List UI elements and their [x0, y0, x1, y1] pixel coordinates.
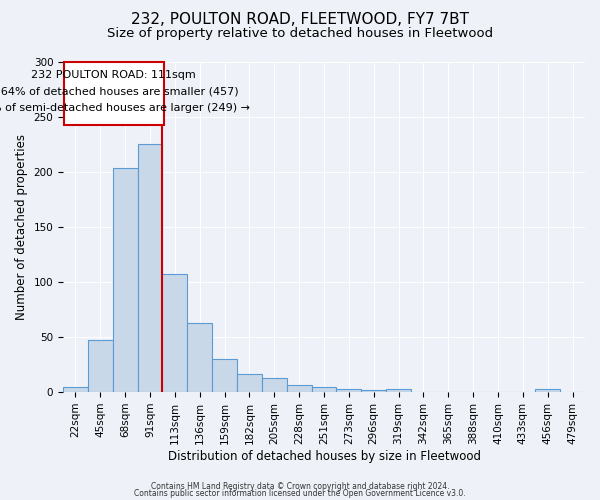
Bar — [361, 390, 386, 392]
Bar — [237, 374, 262, 392]
Text: Contains public sector information licensed under the Open Government Licence v3: Contains public sector information licen… — [134, 488, 466, 498]
Text: ← 64% of detached houses are smaller (457): ← 64% of detached houses are smaller (45… — [0, 87, 239, 97]
Bar — [535, 389, 560, 392]
Text: Size of property relative to detached houses in Fleetwood: Size of property relative to detached ho… — [107, 28, 493, 40]
Bar — [63, 386, 88, 392]
X-axis label: Distribution of detached houses by size in Fleetwood: Distribution of detached houses by size … — [167, 450, 481, 462]
Bar — [212, 359, 237, 392]
Text: 35% of semi-detached houses are larger (249) →: 35% of semi-detached houses are larger (… — [0, 104, 250, 114]
Bar — [88, 340, 113, 392]
Text: Contains HM Land Registry data © Crown copyright and database right 2024.: Contains HM Land Registry data © Crown c… — [151, 482, 449, 491]
Bar — [262, 378, 287, 392]
Y-axis label: Number of detached properties: Number of detached properties — [15, 134, 28, 320]
Text: 232, POULTON ROAD, FLEETWOOD, FY7 7BT: 232, POULTON ROAD, FLEETWOOD, FY7 7BT — [131, 12, 469, 28]
Bar — [187, 322, 212, 392]
Bar — [386, 389, 411, 392]
Bar — [137, 144, 163, 392]
FancyBboxPatch shape — [64, 62, 164, 126]
Bar — [113, 168, 137, 392]
Bar — [311, 386, 337, 392]
Bar — [337, 389, 361, 392]
Text: 232 POULTON ROAD: 111sqm: 232 POULTON ROAD: 111sqm — [31, 70, 196, 81]
Bar — [163, 274, 187, 392]
Bar — [287, 386, 311, 392]
